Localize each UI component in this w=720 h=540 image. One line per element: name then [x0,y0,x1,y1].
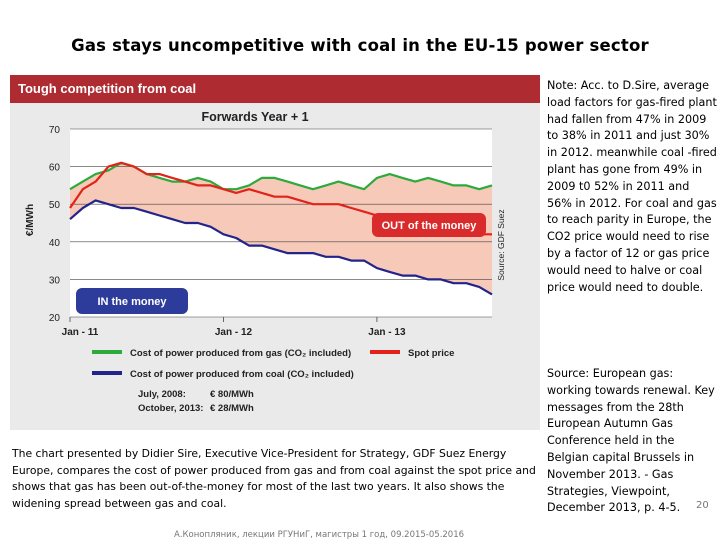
legend-coal-label: Cost of power produced from coal (CO₂ in… [130,369,354,380]
y-tick-label: 20 [49,313,61,324]
y-tick-label: 50 [49,200,61,211]
x-tick-label: Jan - 12 [215,327,253,338]
y-axis-label: €/MWh [25,204,36,236]
legend-note-label: July, 2008: [138,389,186,400]
legend: Cost of power produced from gas (CO₂ inc… [92,348,454,414]
page-number: 20 [696,500,709,511]
chart-header-title: Tough competition from coal [18,81,197,96]
spread-area [70,162,492,295]
legend-note-value: € 28/MWh [210,403,254,414]
y-tick-label: 70 [49,125,61,136]
y-tick-label: 40 [49,238,61,249]
coal-cost-line [69,199,493,296]
legend-spot-label: Spot price [408,348,454,359]
note-paragraph: Note: Acc. to D.Sire, average load facto… [547,79,717,294]
x-tick-label: Jan - 11 [62,327,99,338]
in-the-money-callout: IN the money [76,288,188,314]
in-the-money-box [76,288,188,314]
out-of-the-money-box [372,213,486,237]
plot-area: 20 30 40 50 60 70 Jan - 11 Jan - 12 Jan - 13 OUT … [49,125,493,338]
y-tick-label: 30 [49,275,61,286]
note-text: Note: Acc. to D.Sire, average load facto… [547,78,717,296]
chart-figure: Tough competition from coal Forwards Yea… [10,75,540,430]
legend-note-value: € 80/MWh [210,389,254,400]
chart-header-bar: Tough competition from coal [10,75,540,103]
chart-caption: The chart presented by Didier Sire, Exec… [12,447,536,510]
y-tick-label: 60 [49,163,61,174]
source-text: Source: European gas: working towards re… [547,367,715,515]
legend-gas-label: Cost of power produced from gas (CO₂ inc… [130,348,351,359]
footer-text: А.Конопляник, лекции РГУНиГ, магистры 1 … [174,530,465,540]
chart-svg: Forwards Year + 1 €/MWh Source: GDF Suez… [25,110,506,414]
out-of-the-money-callout: OUT of the money [372,213,486,237]
x-tick-label: Jan - 13 [368,327,406,338]
out-of-the-money-label: OUT of the money [382,220,478,232]
legend-note-label: October, 2013: [138,403,203,414]
chart-title: Forwards Year + 1 [201,110,308,124]
chart-source-label: Source: GDF Suez [496,209,506,280]
in-the-money-label: IN the money [97,296,167,308]
slide-title: Gas stays uncompetitive with coal in the… [71,36,649,55]
